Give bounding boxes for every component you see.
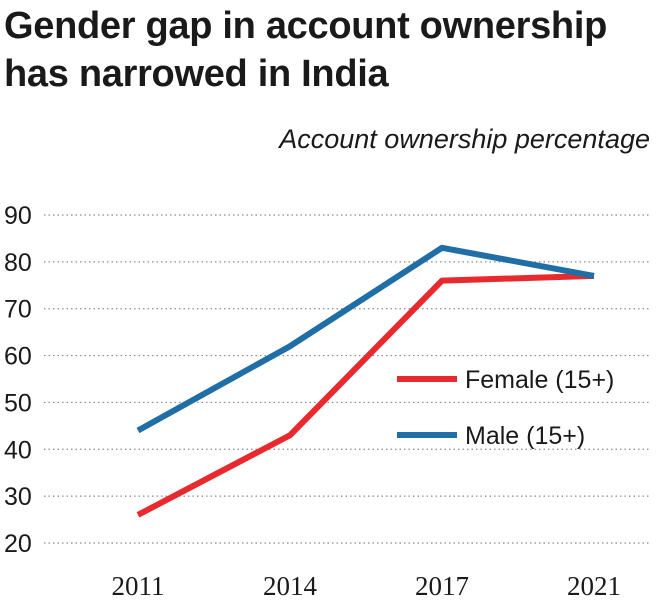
y-tick-label: 80 bbox=[4, 249, 32, 277]
y-tick-label: 50 bbox=[4, 389, 32, 417]
legend-label: Male (15+) bbox=[465, 422, 585, 450]
x-axis-ticks: 2011 2014 2017 2021 bbox=[112, 571, 622, 601]
y-axis-ticks: 20 30 40 50 60 70 80 90 bbox=[4, 202, 32, 558]
chart-subtitle: Account ownership percentage bbox=[279, 124, 650, 154]
y-tick-label: 40 bbox=[4, 436, 32, 464]
y-tick-label: 70 bbox=[4, 296, 32, 324]
legend-label: Female (15+) bbox=[465, 366, 614, 394]
y-tick-label: 20 bbox=[4, 530, 32, 558]
y-tick-label: 30 bbox=[4, 483, 32, 511]
x-tick-label: 2017 bbox=[415, 571, 469, 601]
x-tick-label: 2021 bbox=[567, 571, 621, 601]
series-lines bbox=[136, 244, 595, 518]
y-tick-label: 90 bbox=[4, 202, 32, 230]
x-tick-label: 2011 bbox=[112, 571, 165, 601]
series-line bbox=[136, 272, 595, 518]
chart-title: Gender gap in account ownership has narr… bbox=[4, 5, 608, 95]
y-tick-label: 60 bbox=[4, 343, 32, 371]
legend: Female (15+) Male (15+) bbox=[397, 366, 614, 450]
x-tick-label: 2014 bbox=[263, 571, 318, 601]
series-line bbox=[136, 244, 595, 434]
